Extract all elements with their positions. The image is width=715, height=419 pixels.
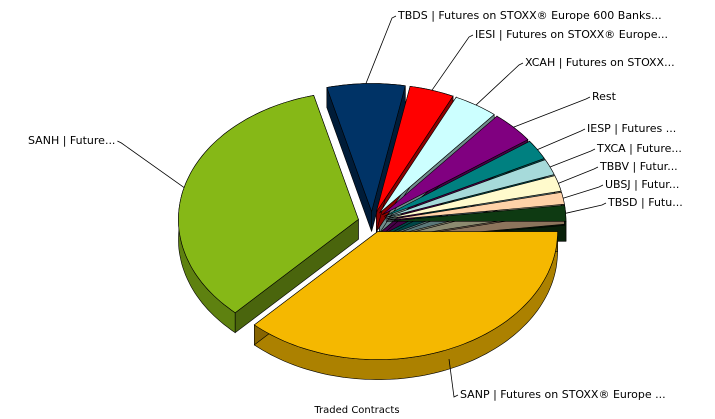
leader-line	[537, 128, 586, 150]
leader-line	[117, 140, 185, 188]
slice-label: TXCA | Future...	[596, 142, 682, 155]
slice	[253, 231, 558, 360]
leader-line	[365, 15, 397, 84]
leader-line	[549, 148, 596, 168]
slice-label: SANH | Future...	[28, 134, 115, 147]
chart-title: Traded Contracts	[313, 405, 399, 416]
slice-label: TBSD | Futu...	[607, 196, 683, 209]
leader-line	[475, 62, 524, 106]
slice	[379, 96, 495, 214]
leader-line	[431, 34, 474, 91]
slice-label: SANP | Futures on STOXX® Europe ...	[460, 388, 666, 401]
slice-label: UBSJ | Futur...	[605, 178, 679, 191]
leader-line	[562, 184, 604, 199]
slice-label: IESI | Futures on STOXX® Europe...	[475, 28, 668, 41]
leader-line	[565, 202, 607, 214]
slice-label: TBBV | Futur...	[599, 160, 678, 173]
slice-label: TBDS | Futures on STOXX® Europe 600 Bank…	[397, 9, 662, 22]
leader-line	[513, 96, 591, 128]
slice-label: Rest	[592, 90, 617, 103]
leader-line	[558, 166, 599, 184]
slice-label: XCAH | Futures on STOXX...	[525, 56, 675, 69]
leader-line	[448, 359, 459, 398]
slice-label: IESP | Futures ...	[587, 122, 676, 135]
